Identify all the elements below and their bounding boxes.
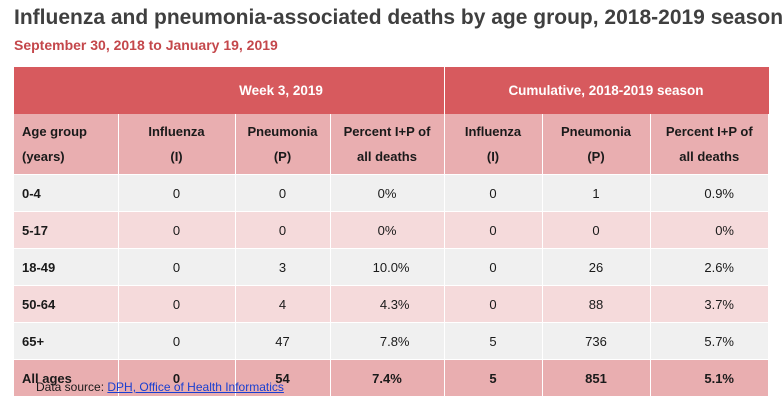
column-header-age-line1: Age group <box>22 124 87 139</box>
column-header-influenza-line1: Influenza <box>148 124 205 139</box>
column-header-cum-pneumonia-line2: (P) <box>587 149 605 164</box>
column-header-pneumonia: Pneumonia (P) <box>235 114 331 175</box>
cell-cum-pneumonia-total: 851 <box>542 359 651 396</box>
cell-cum-pneumonia: 1 <box>542 174 651 212</box>
column-header-cum-pneumonia: Pneumonia (P) <box>542 114 651 175</box>
cell-cum-percent: 2.6% <box>650 248 768 286</box>
column-header-cum-percent-line2: all deaths <box>679 149 740 164</box>
group-header-spacer <box>14 67 119 114</box>
cell-cum-percent: 0.9% <box>650 174 768 212</box>
cell-age: 5-17 <box>14 211 119 249</box>
cell-week-pneumonia: 3 <box>235 248 331 286</box>
table-row: 0-4 0 0 0% 0 1 0.9% <box>14 174 768 212</box>
column-header-influenza-line2: (I) <box>170 149 183 164</box>
cell-week-pneumonia: 0 <box>235 174 331 212</box>
cell-week-influenza-total: 0 <box>118 359 236 396</box>
column-header-influenza: Influenza (I) <box>118 114 236 175</box>
cell-age: 65+ <box>14 322 119 360</box>
cell-cum-influenza: 5 <box>444 322 543 360</box>
cell-cum-pneumonia: 0 <box>542 211 651 249</box>
group-header-cumulative: Cumulative, 2018-2019 season <box>444 67 769 114</box>
group-header-week: Week 3, 2019 <box>118 67 445 114</box>
column-header-cum-influenza-line2: (I) <box>486 149 500 164</box>
cell-cum-percent: 5.7% <box>650 322 768 360</box>
cell-age: 18-49 <box>14 248 119 286</box>
cell-week-pneumonia-total: 54 <box>235 359 331 396</box>
cell-cum-influenza: 0 <box>444 174 543 212</box>
data-source-footer: Data source: DPH, Office of Health Infor… <box>36 380 284 394</box>
deaths-table: Week 3, 2019 Cumulative, 2018-2019 seaso… <box>14 67 769 396</box>
column-header-percent-line1: Percent I+P of <box>343 124 431 139</box>
cell-week-percent: 0% <box>330 211 445 249</box>
cell-week-influenza: 0 <box>118 211 236 249</box>
cell-cum-influenza: 0 <box>444 248 543 286</box>
cell-week-pneumonia: 0 <box>235 211 331 249</box>
cell-cum-pneumonia: 736 <box>542 322 651 360</box>
page-subtitle: September 30, 2018 to January 19, 2019 <box>14 37 278 53</box>
cell-age-total: All ages <box>14 359 119 396</box>
data-source-link[interactable]: DPH, Office of Health Informatics <box>107 380 284 394</box>
cell-cum-pneumonia: 88 <box>542 285 651 323</box>
column-header-age: Age group (years) <box>14 114 119 175</box>
cell-week-percent: 0% <box>330 174 445 212</box>
table-row: 50-64 0 4 4.3% 0 88 3.7% <box>14 285 768 323</box>
column-header-percent: Percent I+P of all deaths <box>330 114 445 175</box>
cell-week-influenza: 0 <box>118 322 236 360</box>
column-header-percent-line2: all deaths <box>357 149 417 164</box>
cell-cum-influenza-total: 5 <box>444 359 543 396</box>
cell-cum-influenza: 0 <box>444 285 543 323</box>
cell-cum-percent-total: 5.1% <box>650 359 768 396</box>
table-row: 5-17 0 0 0% 0 0 0% <box>14 211 768 249</box>
column-header-row: Age group (years) Influenza (I) Pneumoni… <box>14 114 768 175</box>
cell-cum-percent: 3.7% <box>650 285 768 323</box>
column-header-cum-influenza: Influenza (I) <box>444 114 543 175</box>
column-header-cum-influenza-line1: Influenza <box>464 124 522 139</box>
column-header-cum-percent: Percent I+P of all deaths <box>650 114 768 175</box>
cell-week-pneumonia: 4 <box>235 285 331 323</box>
cell-age: 50-64 <box>14 285 119 323</box>
table-row: 18-49 0 3 10.0% 0 26 2.6% <box>14 248 768 286</box>
table-row: 65+ 0 47 7.8% 5 736 5.7% <box>14 322 768 360</box>
cell-week-influenza: 0 <box>118 174 236 212</box>
cell-week-percent-total: 7.4% <box>330 359 445 396</box>
cell-week-pneumonia: 47 <box>235 322 331 360</box>
column-header-pneumonia-line2: (P) <box>273 149 292 164</box>
cell-cum-influenza: 0 <box>444 211 543 249</box>
column-header-pneumonia-line1: Pneumonia <box>247 124 318 139</box>
column-header-cum-percent-line1: Percent I+P of <box>665 124 753 139</box>
cell-week-influenza: 0 <box>118 248 236 286</box>
group-header-row: Week 3, 2019 Cumulative, 2018-2019 seaso… <box>14 67 769 114</box>
cell-age: 0-4 <box>14 174 119 212</box>
column-header-cum-pneumonia-line1: Pneumonia <box>560 124 632 139</box>
cell-cum-pneumonia: 26 <box>542 248 651 286</box>
cell-week-influenza: 0 <box>118 285 236 323</box>
column-header-age-line2: (years) <box>22 149 65 164</box>
cell-cum-percent: 0% <box>650 211 768 249</box>
cell-week-percent: 4.3% <box>330 285 445 323</box>
cell-week-percent: 7.8% <box>330 322 445 360</box>
page-title: Influenza and pneumonia-associated death… <box>14 6 784 29</box>
cell-week-percent: 10.0% <box>330 248 445 286</box>
total-row: All ages 0 54 7.4% 5 851 5.1% <box>14 359 768 396</box>
data-source-label: Data source: <box>36 380 108 394</box>
